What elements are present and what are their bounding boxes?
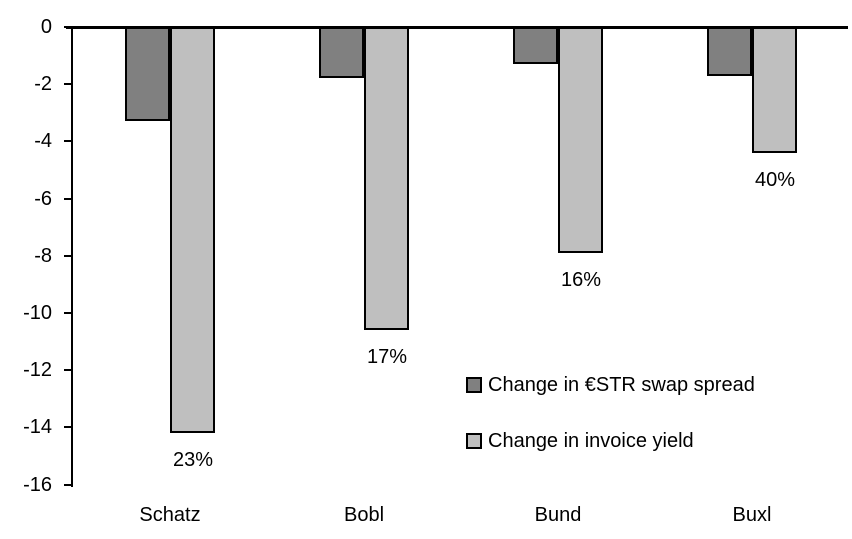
y-axis-tick-label: -4 bbox=[34, 130, 52, 152]
y-axis-tick-label: -10 bbox=[23, 302, 52, 324]
y-axis-tick-label: -14 bbox=[23, 416, 52, 438]
value-label-bobl: 17% bbox=[366, 346, 408, 368]
x-axis-zero-line bbox=[66, 26, 848, 29]
y-axis-tick-label: -12 bbox=[23, 359, 52, 381]
y-axis-tick-label: -2 bbox=[34, 73, 52, 95]
legend-swatch-invoice-yield bbox=[466, 433, 482, 449]
legend: Change in €STR swap spread Change in inv… bbox=[466, 374, 755, 452]
value-label-schatz: 23% bbox=[172, 449, 214, 471]
bar-bund-invoice-yield bbox=[558, 27, 603, 253]
x-axis-label-schatz: Schatz bbox=[139, 504, 201, 526]
y-axis-tick bbox=[64, 83, 73, 85]
bar-bobl-swap-spread bbox=[319, 27, 364, 78]
y-axis-tick-label: -6 bbox=[34, 188, 52, 210]
legend-item-invoice-yield: Change in invoice yield bbox=[466, 430, 755, 452]
y-axis bbox=[71, 27, 73, 487]
value-label-buxl: 40% bbox=[754, 169, 796, 191]
y-axis-tick bbox=[64, 140, 73, 142]
legend-label-swap-spread: Change in €STR swap spread bbox=[488, 374, 755, 396]
y-axis-tick-label: 0 bbox=[40, 16, 52, 38]
bar-schatz-invoice-yield bbox=[170, 27, 215, 433]
y-axis-tick-label: -8 bbox=[34, 245, 52, 267]
bar-buxl-invoice-yield bbox=[752, 27, 797, 153]
y-axis-tick-label: -16 bbox=[23, 474, 52, 496]
legend-label-invoice-yield: Change in invoice yield bbox=[488, 430, 694, 452]
y-axis-tick bbox=[64, 312, 73, 314]
y-axis-tick bbox=[64, 484, 73, 486]
x-axis-label-buxl: Buxl bbox=[732, 504, 772, 526]
y-axis-tick bbox=[64, 198, 73, 200]
bar-bobl-invoice-yield bbox=[364, 27, 409, 330]
bar-schatz-swap-spread bbox=[125, 27, 170, 121]
y-axis-tick bbox=[64, 255, 73, 257]
x-axis-label-bobl: Bobl bbox=[343, 504, 385, 526]
y-axis-tick bbox=[64, 426, 73, 428]
x-axis-label-bund: Bund bbox=[534, 504, 582, 526]
legend-swatch-swap-spread bbox=[466, 377, 482, 393]
y-axis-tick bbox=[64, 369, 73, 371]
value-label-bund: 16% bbox=[560, 269, 602, 291]
legend-item-swap-spread: Change in €STR swap spread bbox=[466, 374, 755, 396]
bar-bund-swap-spread bbox=[513, 27, 558, 64]
bar-buxl-swap-spread bbox=[707, 27, 752, 76]
